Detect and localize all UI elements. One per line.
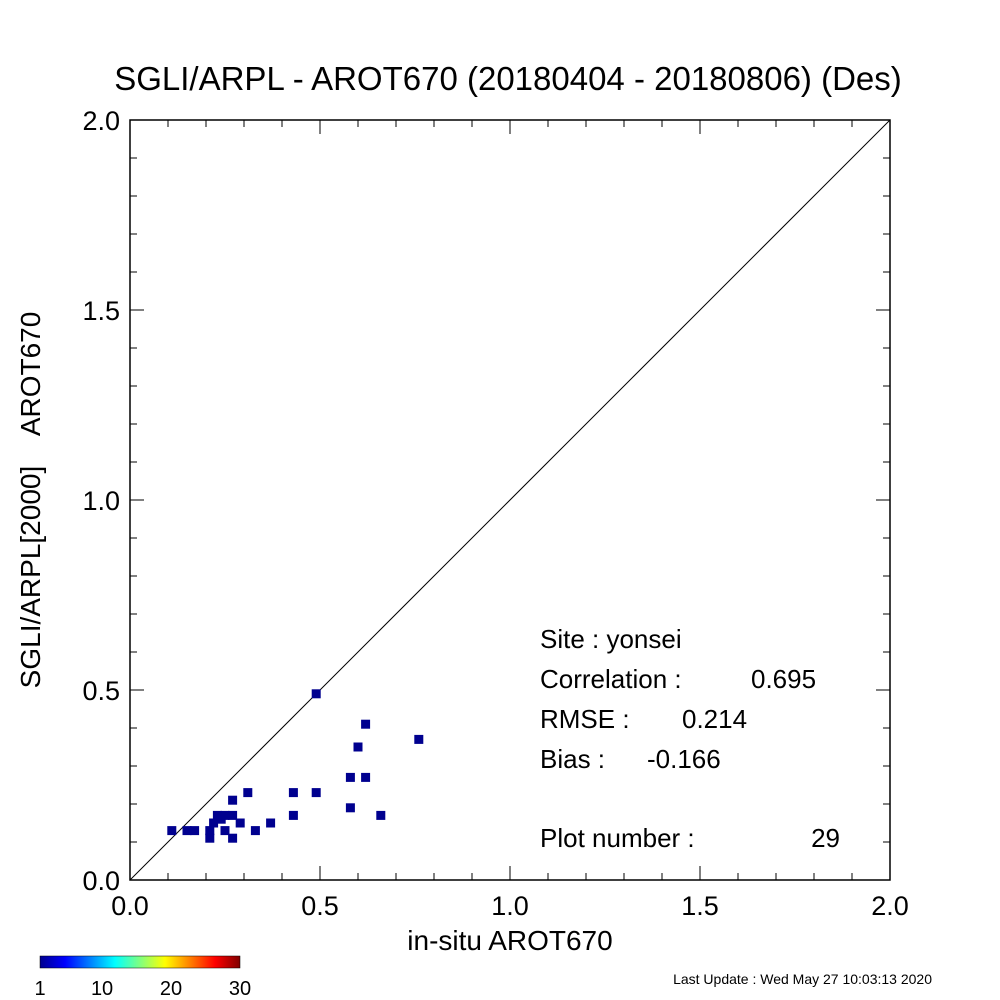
data-point <box>345 772 355 782</box>
data-point <box>220 810 230 820</box>
y-axis-label: SGLI/ARPL[2000] AROT670 <box>15 312 46 689</box>
data-points <box>167 689 424 843</box>
plot-number-label: Plot number : <box>540 823 695 853</box>
correlation-label: Correlation : <box>540 664 682 694</box>
data-point <box>288 788 298 798</box>
bias-label: Bias : <box>540 744 605 774</box>
data-point <box>228 810 238 820</box>
data-point <box>220 826 230 836</box>
plot-area: 0.0 0.5 1.0 1.5 2.0 0.0 0.5 1.0 1.5 2.0 <box>82 106 908 921</box>
site-label: Site : yonsei <box>540 624 682 654</box>
x-axis-label: in-situ AROT670 <box>407 925 612 956</box>
data-point <box>414 734 424 744</box>
x-tick-labels: 0.0 0.5 1.0 1.5 2.0 <box>111 891 909 921</box>
x-tick-label: 2.0 <box>871 891 909 921</box>
data-point <box>288 810 298 820</box>
colorbar-label: 20 <box>160 978 182 1000</box>
data-point <box>182 826 192 836</box>
y-tick-label: 0.5 <box>82 676 120 706</box>
colorbar-gradient <box>39 955 241 969</box>
data-point <box>311 689 321 699</box>
data-point <box>228 833 238 843</box>
y-tick-label: 0.0 <box>82 866 120 896</box>
data-point <box>205 826 215 836</box>
data-point <box>361 719 371 729</box>
x-tick-label: 1.0 <box>491 891 529 921</box>
data-point <box>266 818 276 828</box>
data-point <box>311 788 321 798</box>
colorbar-label: 30 <box>229 978 251 1000</box>
colorbar-labels: 1 10 20 30 <box>34 978 251 1000</box>
x-tick-label: 0.5 <box>301 891 339 921</box>
y-tick-label: 1.0 <box>82 486 120 516</box>
data-point <box>228 795 238 805</box>
y-tick-labels: 0.0 0.5 1.0 1.5 2.0 <box>82 106 120 896</box>
data-point <box>235 818 245 828</box>
colorbar-label: 1 <box>34 978 45 1000</box>
colorbar-label: 10 <box>91 978 113 1000</box>
data-point <box>167 826 177 836</box>
data-point <box>205 833 215 843</box>
chart-title: SGLI/ARPL - AROT670 (20180404 - 20180806… <box>114 60 902 97</box>
y-tick-label: 2.0 <box>82 106 120 136</box>
last-update-text: Last Update : Wed May 27 10:03:13 2020 <box>673 971 932 987</box>
data-point <box>361 772 371 782</box>
data-point <box>209 818 219 828</box>
x-tick-label: 1.5 <box>681 891 719 921</box>
bias-value: -0.166 <box>647 744 721 774</box>
data-point <box>190 826 200 836</box>
plot-number-value: 29 <box>811 823 840 853</box>
rmse-value: 0.214 <box>682 704 747 734</box>
data-point <box>250 826 260 836</box>
axis-ticks <box>129 119 891 881</box>
one-to-one-line <box>129 119 891 881</box>
x-tick-label: 0.0 <box>111 891 149 921</box>
rmse-label: RMSE : <box>540 704 630 734</box>
colorbar: 1 10 20 30 <box>34 955 251 1000</box>
correlation-value: 0.695 <box>751 664 816 694</box>
data-point <box>353 742 363 752</box>
y-tick-label: 1.5 <box>82 296 120 326</box>
stats-box: Site : yonsei Correlation : 0.695 RMSE :… <box>540 624 840 853</box>
data-point <box>376 810 386 820</box>
data-point <box>345 803 355 813</box>
data-point <box>243 788 253 798</box>
